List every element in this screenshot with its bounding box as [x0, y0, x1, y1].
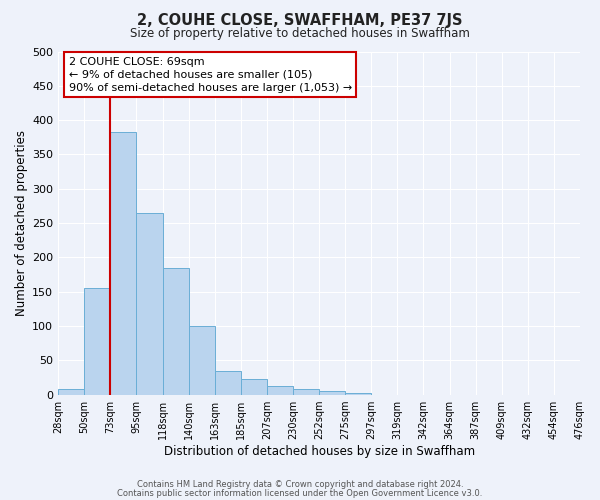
Text: 2, COUHE CLOSE, SWAFFHAM, PE37 7JS: 2, COUHE CLOSE, SWAFFHAM, PE37 7JS	[137, 12, 463, 28]
Bar	[293, 389, 319, 394]
X-axis label: Distribution of detached houses by size in Swaffham: Distribution of detached houses by size …	[164, 444, 475, 458]
Text: Size of property relative to detached houses in Swaffham: Size of property relative to detached ho…	[130, 28, 470, 40]
Bar	[241, 380, 267, 394]
Y-axis label: Number of detached properties: Number of detached properties	[15, 130, 28, 316]
Bar	[188, 326, 215, 394]
Bar	[84, 288, 110, 395]
Bar	[163, 268, 188, 394]
Text: 2 COUHE CLOSE: 69sqm
← 9% of detached houses are smaller (105)
90% of semi-detac: 2 COUHE CLOSE: 69sqm ← 9% of detached ho…	[68, 56, 352, 93]
Bar	[215, 370, 241, 394]
Bar	[319, 391, 345, 394]
Bar	[345, 393, 371, 394]
Text: Contains HM Land Registry data © Crown copyright and database right 2024.: Contains HM Land Registry data © Crown c…	[137, 480, 463, 489]
Bar	[58, 389, 84, 394]
Bar	[267, 386, 293, 394]
Text: Contains public sector information licensed under the Open Government Licence v3: Contains public sector information licen…	[118, 488, 482, 498]
Bar	[136, 212, 163, 394]
Bar	[110, 132, 136, 394]
